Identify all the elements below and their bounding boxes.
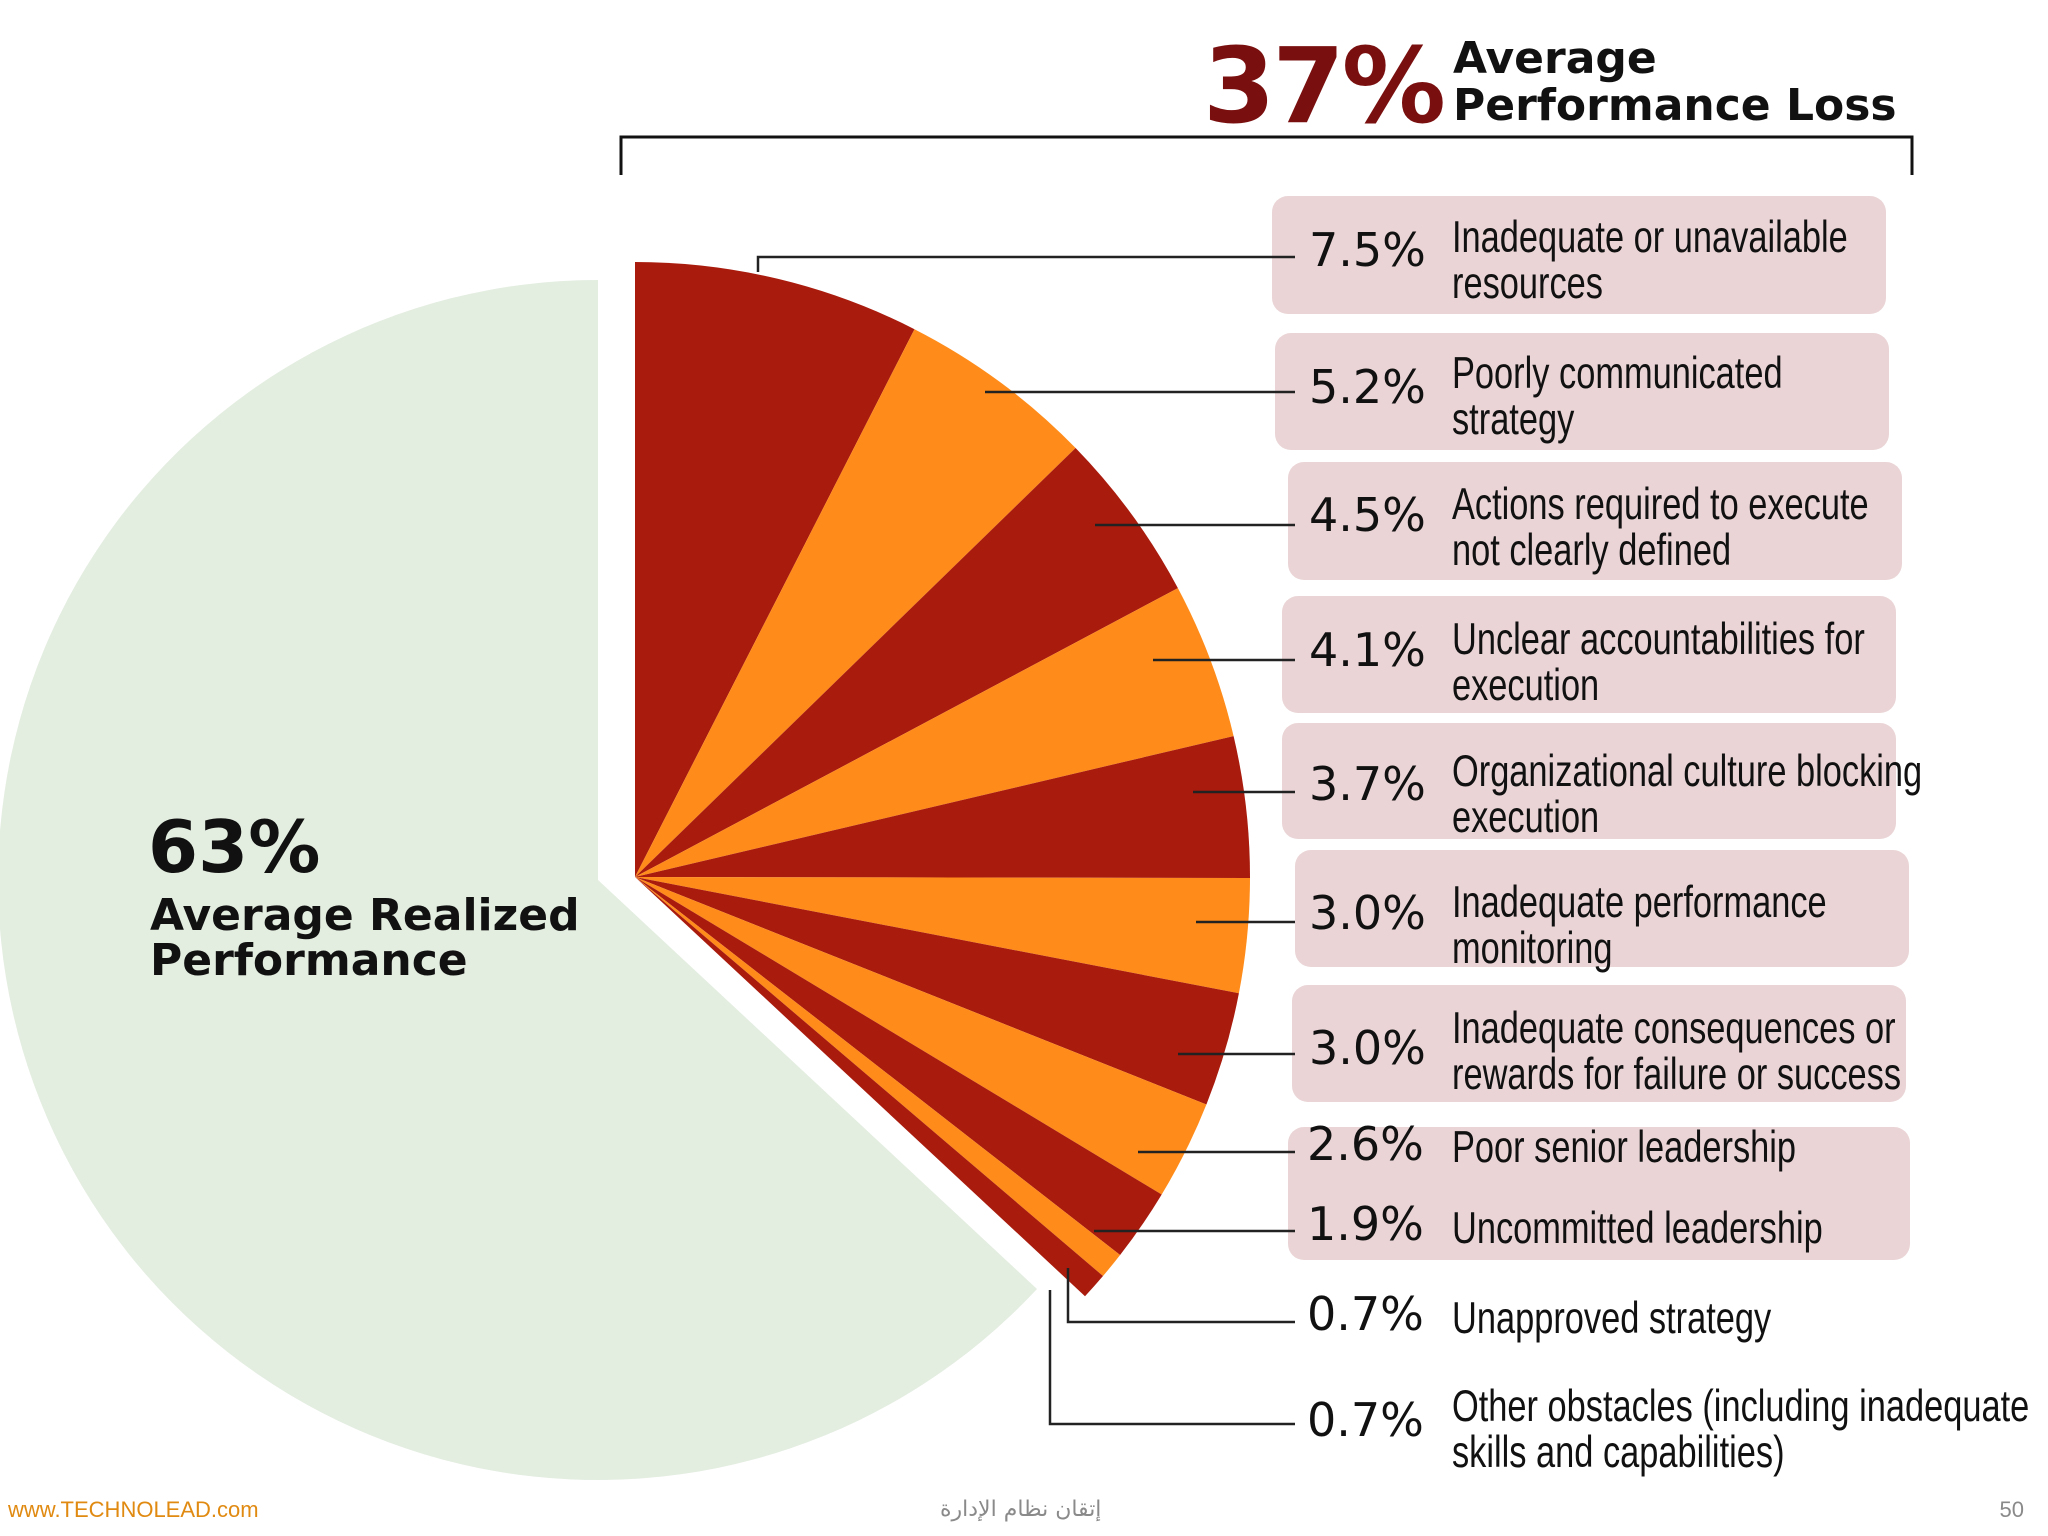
label-percent-4: 4.1% (1309, 623, 1426, 677)
label-text-2-line-1: Poorly communicated (1452, 349, 1783, 398)
footer-website: www.TECHNOLEAD.com (8, 1497, 259, 1522)
label-percent-9: 1.9% (1307, 1197, 1424, 1251)
label-text-8-line-1: Poor senior leadership (1452, 1123, 1796, 1172)
loss-slice-5 (635, 736, 1251, 878)
header-percent: 37% (1203, 25, 1443, 147)
label-percent-6: 3.0% (1309, 886, 1426, 940)
loss-slice-1 (635, 262, 915, 877)
label-percent-8: 2.6% (1307, 1117, 1424, 1171)
leader-line-11 (1048, 1290, 1295, 1426)
label-percent-5: 3.7% (1309, 757, 1426, 811)
header-line-1: Average (1453, 33, 1657, 84)
label-box-3 (1288, 462, 1902, 580)
loss-slice-9 (635, 877, 1162, 1255)
loss-slice-10 (635, 877, 1121, 1276)
loss-slice-4 (635, 588, 1234, 877)
loss-slice-7 (635, 877, 1239, 1105)
label-box-8 (1288, 1127, 1910, 1260)
label-text-3-line-2: not clearly defined (1452, 526, 1731, 575)
label-text-4-line-2: execution (1452, 661, 1599, 710)
label-percent-11: 0.7% (1307, 1393, 1424, 1447)
label-percent-10: 0.7% (1307, 1287, 1424, 1341)
label-percent-7: 3.0% (1309, 1021, 1426, 1075)
label-text-5-line-1: Organizational culture blocking (1452, 747, 1922, 796)
label-text-2-line-2: strategy (1452, 395, 1574, 444)
label-text-5-line-2: execution (1452, 793, 1599, 842)
label-text-11-line-2: skills and capabilities) (1452, 1428, 1785, 1477)
label-text-4-line-1: Unclear accountabilities for (1452, 615, 1865, 664)
label-box-7 (1292, 985, 1906, 1102)
realized-percent: 63% (148, 805, 320, 889)
label-text-1-line-1: Inadequate or unavailable (1452, 213, 1848, 262)
footer-page-number: 50 (1999, 1497, 2024, 1522)
loss-slice-3 (635, 448, 1178, 877)
label-text-10-line-1: Unapproved strategy (1452, 1294, 1771, 1343)
loss-slice-2 (635, 329, 1076, 877)
loss-slice-6 (635, 877, 1250, 994)
label-percent-1: 7.5% (1309, 223, 1426, 277)
label-text-7-line-1: Inadequate consequences or (1452, 1004, 1896, 1053)
realized-slice (0, 280, 1037, 1480)
label-percent-3: 4.5% (1309, 488, 1426, 542)
leader-line-1 (756, 255, 1295, 272)
header-line-2: Performance Loss (1453, 80, 1897, 131)
label-box-5 (1282, 723, 1896, 839)
label-percent-2: 5.2% (1309, 360, 1426, 414)
realized-label-line-1: Average Realized (150, 890, 580, 941)
label-text-6-line-2: monitoring (1452, 924, 1613, 973)
label-box-2 (1275, 333, 1889, 450)
loss-bracket (619, 135, 1914, 175)
loss-slice-8 (635, 877, 1207, 1195)
label-box-1 (1272, 196, 1886, 314)
label-box-6 (1295, 850, 1909, 967)
label-text-9-line-1: Uncommitted leadership (1452, 1204, 1823, 1253)
realized-label-line-2: Performance (150, 935, 468, 986)
label-text-11-line-1: Other obstacles (including inadequate (1452, 1382, 2029, 1431)
label-text-3-line-1: Actions required to execute (1452, 480, 1869, 529)
footer-caption: إتقان نظام الإدارة (940, 1497, 1102, 1522)
loss-slice-11 (635, 877, 1103, 1297)
label-box-4 (1282, 596, 1896, 713)
label-text-1-line-2: resources (1452, 259, 1603, 308)
leader-line-10 (1066, 1268, 1295, 1324)
label-text-6-line-1: Inadequate performance (1452, 878, 1827, 927)
label-text-7-line-2: rewards for failure or success (1452, 1050, 1901, 1099)
